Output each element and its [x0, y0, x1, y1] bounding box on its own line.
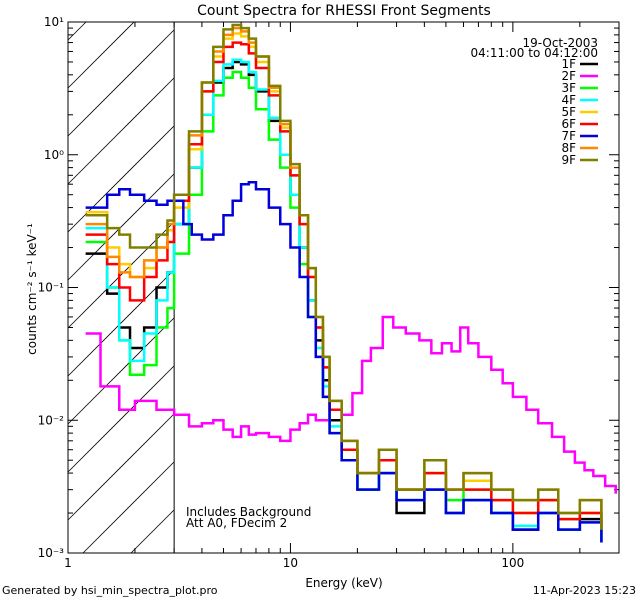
series-4F-line — [85, 58, 603, 543]
x-tick-label: 10 — [283, 556, 298, 570]
legend-label-7F: 7F — [561, 129, 576, 143]
y-axis-label: counts cm⁻² s⁻¹ keV⁻¹ — [25, 223, 39, 355]
series-lines — [85, 23, 617, 543]
legend-label-8F: 8F — [561, 141, 576, 155]
legend-label-5F: 5F — [561, 105, 576, 119]
x-axis-label: Energy (keV) — [305, 576, 382, 590]
y-tick-label: 10¹ — [44, 15, 64, 29]
footer-timestamp: 11-Apr-2023 15:23 — [533, 584, 636, 597]
x-tick-label: 100 — [501, 556, 524, 570]
date-label: 19-Oct-2003 — [522, 36, 598, 50]
series-8F-line — [85, 26, 603, 530]
legend-label-9F: 9F — [561, 153, 576, 167]
legend-label-6F: 6F — [561, 117, 576, 131]
legend-label-1F: 1F — [561, 57, 576, 71]
series-1F-line — [85, 60, 603, 543]
series-7F-line — [85, 181, 603, 543]
y-tick-label: 10⁻³ — [38, 546, 65, 560]
hatch-lines — [67, 21, 175, 554]
footer-generated-by: Generated by hsi_min_spectra_plot.pro — [2, 584, 218, 597]
y-tick-label: 10⁰ — [44, 148, 64, 162]
legend-label-4F: 4F — [561, 93, 576, 107]
series-6F-line — [85, 41, 603, 530]
annotation-attenuator: Att A0, FDecim 2 — [186, 516, 287, 530]
series-2F-line — [85, 315, 617, 494]
y-tick-label: 10⁻¹ — [38, 281, 65, 295]
y-tick-label: 10⁻² — [38, 413, 65, 427]
time-range-label: 04:11:00 to 04:12:00 — [471, 46, 598, 60]
chart-title: Count Spectra for RHESSI Front Segments — [197, 3, 491, 19]
x-tick-label: 1 — [64, 556, 72, 570]
axis-ticks: 1 10 100 10¹ 10⁰ 10⁻¹ 10⁻² 10⁻³ — [38, 15, 620, 570]
legend-label-3F: 3F — [561, 81, 576, 95]
legend-label-2F: 2F — [561, 69, 576, 83]
annotation-background: Includes Background — [186, 505, 311, 519]
series-9F-line — [85, 23, 603, 530]
